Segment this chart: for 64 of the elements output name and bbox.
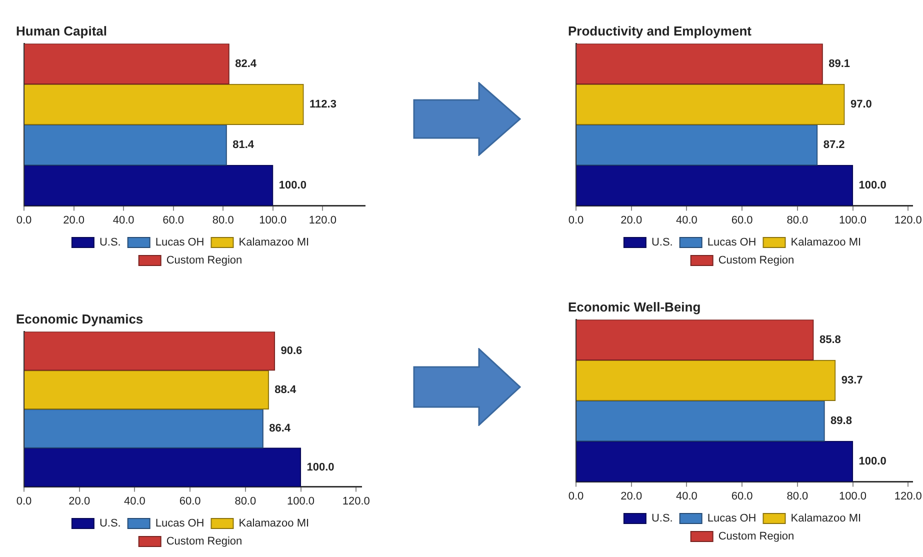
x-tick-label: 120.0 xyxy=(894,490,922,502)
chart-title: Economic Dynamics xyxy=(16,311,144,326)
data-label: 100.0 xyxy=(278,180,306,192)
x-tick-label: 80.0 xyxy=(786,490,808,502)
x-tick-label: 100.0 xyxy=(839,490,867,502)
x-tick-label: 60.0 xyxy=(731,214,753,226)
x-tick-label: 100.0 xyxy=(839,214,867,226)
data-label: 100.0 xyxy=(858,456,886,468)
legend-label: Custom Region xyxy=(166,536,242,548)
data-label: 112.3 xyxy=(310,98,336,110)
legend-label: Kalamazoo MI xyxy=(238,236,310,249)
x-tick-label: 40.0 xyxy=(124,495,146,508)
legend-label: Lucas OH xyxy=(707,236,756,249)
chart-title: Human Capital xyxy=(16,23,108,38)
x-tick-label: 20.0 xyxy=(620,490,642,502)
legend-label: Custom Region xyxy=(718,530,794,543)
x-tick-label: 120.0 xyxy=(894,214,922,226)
data-label: 100.0 xyxy=(858,180,886,192)
data-label: 85.8 xyxy=(819,334,841,346)
legend-label: Kalamazoo MI xyxy=(238,518,310,530)
x-tick-label: 80.0 xyxy=(786,214,808,226)
data-label: 89.1 xyxy=(828,58,850,70)
x-tick-label: 20.0 xyxy=(68,495,90,508)
x-tick-label: 0.0 xyxy=(568,214,584,226)
legend-label: Lucas OH xyxy=(155,236,204,249)
legend-label: U.S. xyxy=(651,512,673,525)
x-tick-label: 0.0 xyxy=(16,495,32,508)
data-label: 89.8 xyxy=(830,415,852,428)
x-tick-label: 20.0 xyxy=(620,214,642,226)
legend-label: Kalamazoo MI xyxy=(790,512,862,525)
x-tick-label: 40.0 xyxy=(676,214,698,226)
legend-label: U.S. xyxy=(99,236,121,249)
data-label: 90.6 xyxy=(280,345,302,358)
data-label: 81.4 xyxy=(232,139,255,152)
x-tick-label: 80.0 xyxy=(212,214,234,226)
x-tick-label: 120.0 xyxy=(308,214,336,226)
legend-label: Lucas OH xyxy=(155,518,204,530)
legend-label: Custom Region xyxy=(718,254,794,267)
legend-label: U.S. xyxy=(99,518,121,530)
x-tick-label: 60.0 xyxy=(162,214,184,226)
x-tick-label: 20.0 xyxy=(63,214,84,226)
legend-label: Custom Region xyxy=(166,254,242,267)
x-tick-label: 40.0 xyxy=(112,214,134,226)
x-tick-label: 0.0 xyxy=(568,490,584,502)
chart-title: Productivity and Employment xyxy=(568,23,752,38)
x-tick-label: 60.0 xyxy=(179,495,201,508)
legend-label: Lucas OH xyxy=(707,512,756,525)
data-label: 93.7 xyxy=(841,374,863,386)
legend-label: U.S. xyxy=(651,236,673,249)
x-tick-label: 100.0 xyxy=(286,495,315,508)
data-label: 82.4 xyxy=(235,58,258,70)
legend-label: Kalamazoo MI xyxy=(790,236,862,249)
x-tick-label: 0.0 xyxy=(16,214,32,226)
data-label: 86.4 xyxy=(269,422,292,435)
data-label: 100.0 xyxy=(306,461,334,474)
x-tick-label: 120.0 xyxy=(342,495,370,508)
x-tick-label: 40.0 xyxy=(676,490,698,502)
x-tick-label: 100.0 xyxy=(259,214,287,226)
data-label: 87.2 xyxy=(823,139,845,152)
x-tick-label: 60.0 xyxy=(731,490,753,502)
x-tick-label: 80.0 xyxy=(234,495,256,508)
data-label: 88.4 xyxy=(274,384,297,396)
data-label: 97.0 xyxy=(850,98,872,110)
chart-title: Economic Well-Being xyxy=(568,299,701,314)
